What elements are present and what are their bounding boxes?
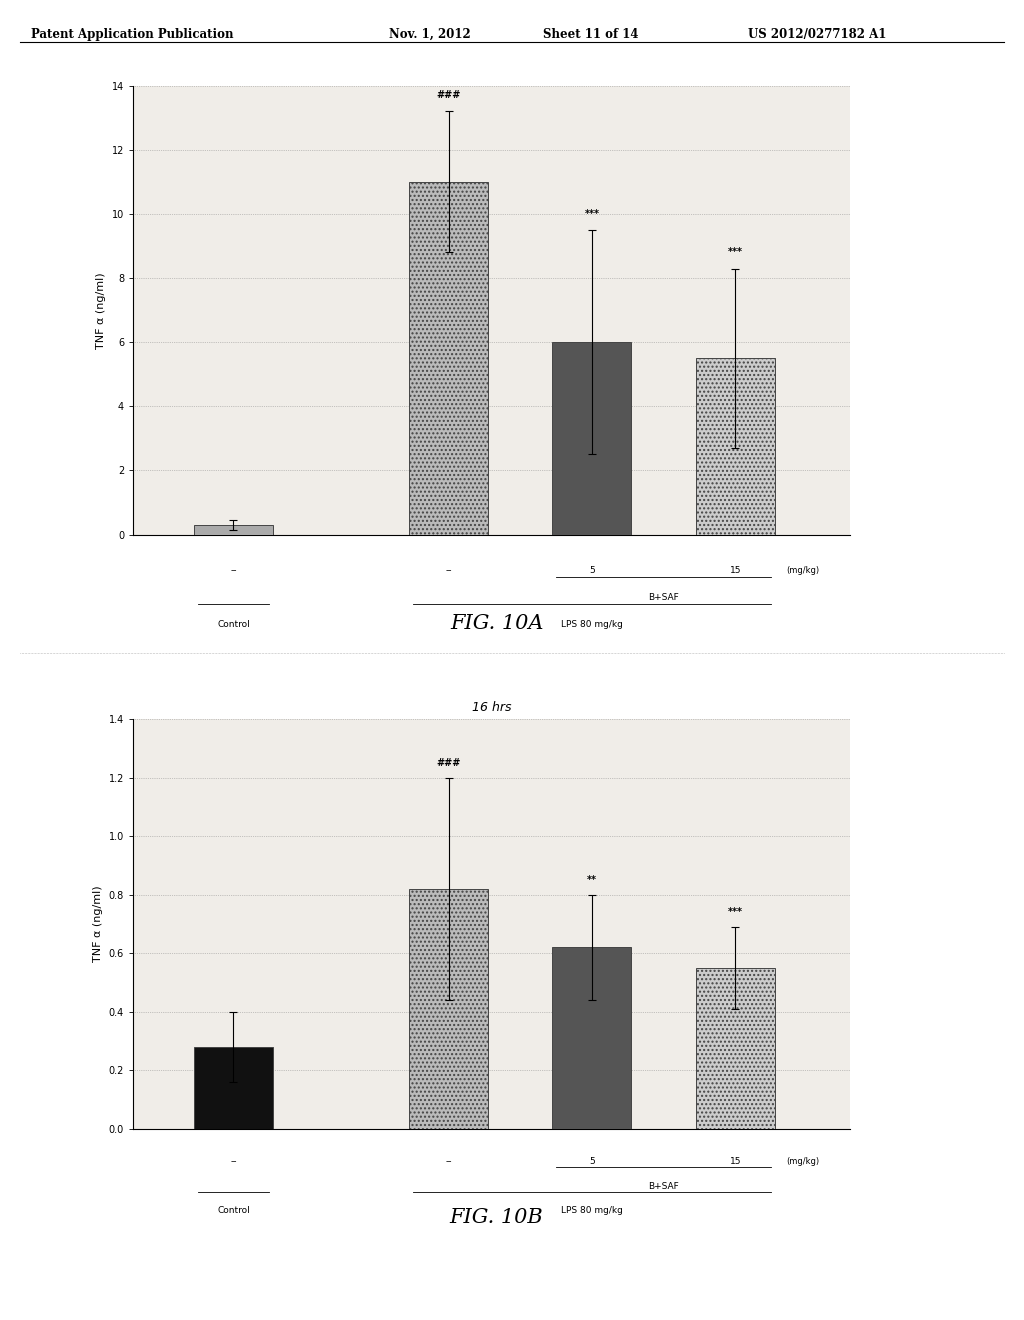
Text: ###: ### — [436, 758, 461, 768]
Text: US 2012/0277182 A1: US 2012/0277182 A1 — [748, 28, 886, 41]
Bar — [195, 525, 272, 535]
Text: Sheet 11 of 14: Sheet 11 of 14 — [543, 28, 638, 41]
Text: Patent Application Publication: Patent Application Publication — [31, 28, 233, 41]
Text: 5: 5 — [589, 566, 595, 576]
Text: FIG. 10B: FIG. 10B — [450, 1208, 544, 1226]
Text: Control: Control — [217, 1206, 250, 1216]
Text: --: -- — [230, 566, 237, 576]
Text: ***: *** — [585, 209, 599, 219]
Y-axis label: TNF α (ng/ml): TNF α (ng/ml) — [96, 272, 106, 348]
Bar — [553, 948, 631, 1129]
Y-axis label: TNF α (ng/ml): TNF α (ng/ml) — [93, 886, 103, 962]
Text: 15: 15 — [729, 566, 741, 576]
Bar — [410, 888, 487, 1129]
Text: --: -- — [230, 1158, 237, 1167]
Text: B+SAF: B+SAF — [648, 593, 679, 602]
Text: FIG. 10A: FIG. 10A — [450, 614, 544, 632]
Text: ###: ### — [436, 90, 461, 100]
Text: --: -- — [445, 566, 452, 576]
Text: Nov. 1, 2012: Nov. 1, 2012 — [389, 28, 471, 41]
Text: --: -- — [445, 1158, 452, 1167]
Text: LPS 80 mg/kg: LPS 80 mg/kg — [561, 620, 623, 628]
Bar — [410, 182, 487, 535]
Bar — [553, 342, 631, 535]
Text: Control: Control — [217, 620, 250, 628]
Text: (mg/kg): (mg/kg) — [786, 1158, 819, 1167]
Bar — [695, 968, 774, 1129]
Text: LPS 80 mg/kg: LPS 80 mg/kg — [561, 1206, 623, 1216]
Text: **: ** — [587, 875, 597, 884]
Text: (mg/kg): (mg/kg) — [786, 566, 819, 576]
Text: B+SAF: B+SAF — [648, 1181, 679, 1191]
Text: ***: *** — [728, 907, 742, 916]
Text: 5: 5 — [589, 1158, 595, 1167]
Text: 15: 15 — [729, 1158, 741, 1167]
Bar — [195, 1047, 272, 1129]
Bar — [695, 358, 774, 535]
Text: ***: *** — [728, 247, 742, 257]
Title: 16 hrs: 16 hrs — [472, 701, 511, 714]
